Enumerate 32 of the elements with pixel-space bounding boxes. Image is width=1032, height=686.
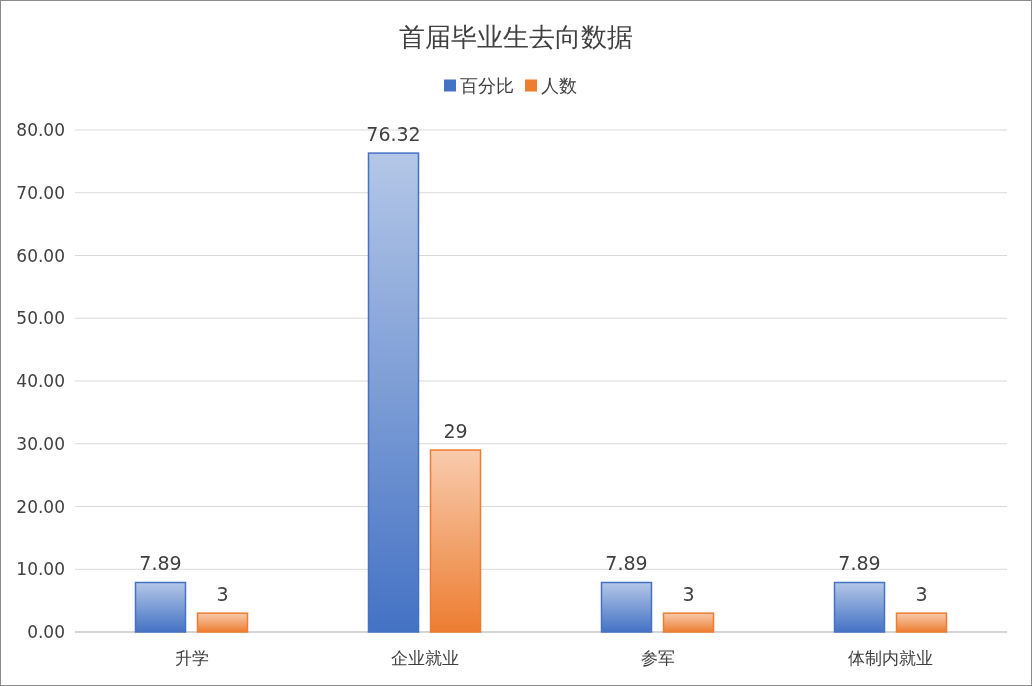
legend-label: 百分比 bbox=[459, 75, 514, 96]
data-label: 3 bbox=[915, 583, 928, 606]
bar bbox=[833, 581, 886, 633]
legend-label: 人数 bbox=[540, 75, 577, 96]
y-tick-label: 40.00 bbox=[16, 371, 65, 391]
y-tick-label: 10.00 bbox=[16, 559, 65, 580]
bar bbox=[600, 581, 653, 633]
data-label: 7.89 bbox=[605, 552, 648, 575]
x-tick-label: 体制内就业 bbox=[848, 648, 933, 668]
data-label: 29 bbox=[443, 420, 468, 443]
y-tick-label: 0.00 bbox=[27, 622, 65, 642]
chart-title: 首届毕业生去向数据 bbox=[399, 22, 633, 52]
data-label: 76.32 bbox=[366, 123, 421, 146]
data-label: 3 bbox=[216, 583, 229, 606]
data-label: 3 bbox=[682, 583, 695, 606]
bar bbox=[367, 152, 420, 633]
y-tick-label: 30.00 bbox=[16, 433, 65, 454]
y-tick-label: 80.00 bbox=[16, 120, 65, 140]
data-label: 7.89 bbox=[838, 552, 881, 575]
data-label: 7.89 bbox=[139, 552, 182, 575]
x-tick-label: 升学 bbox=[174, 648, 209, 668]
y-tick-label: 60.00 bbox=[16, 245, 65, 266]
bar bbox=[895, 612, 948, 633]
bar bbox=[134, 581, 187, 633]
bar bbox=[429, 449, 482, 633]
y-tick-label: 70.00 bbox=[16, 182, 65, 203]
bar bbox=[662, 612, 715, 633]
bar bbox=[196, 612, 249, 633]
y-tick-label: 20.00 bbox=[16, 496, 65, 517]
x-tick-label: 参军 bbox=[640, 648, 675, 668]
x-tick-label: 企业就业 bbox=[390, 648, 459, 668]
y-tick-label: 50.00 bbox=[16, 308, 65, 329]
